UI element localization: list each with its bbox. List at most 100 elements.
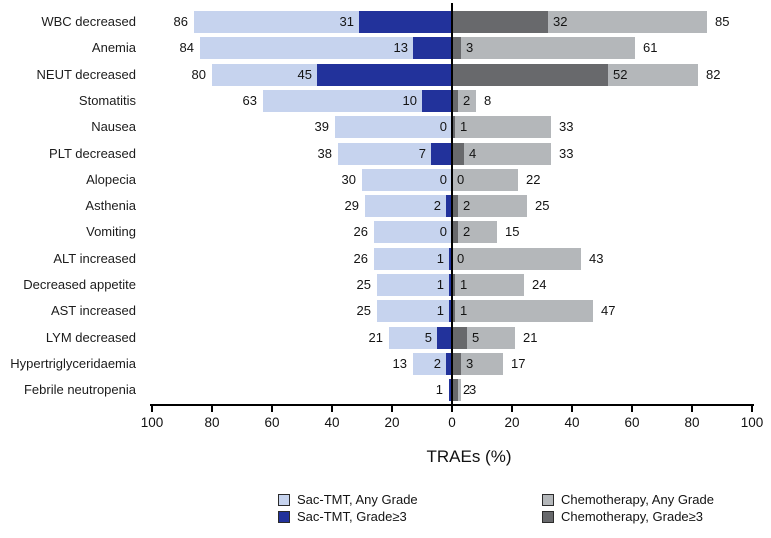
value-label-sac-g3: 0 [439, 119, 447, 135]
bar-sac-tmt-any-grade [374, 247, 452, 270]
value-label-sac-g3: 10 [402, 92, 417, 108]
category-label: AST increased [50, 303, 136, 319]
bar-chemo-grade3 [452, 195, 458, 218]
category-label: Nausea [91, 119, 136, 135]
axis-tick [511, 404, 513, 412]
bar-sac-tmt-grade3 [446, 352, 452, 375]
value-label-sac-any: 39 [314, 119, 329, 135]
legend-label: Sac-TMT, Any Grade [297, 492, 418, 507]
value-label-chemo-g3: 32 [553, 14, 568, 29]
chart-row: Anemia 84 13 3 61 [0, 37, 771, 60]
bar-sac-tmt-any-grade [365, 195, 452, 218]
value-label-chemo-any: 47 [601, 303, 616, 319]
chart-row: Decreased appetite 25 1 1 24 [0, 274, 771, 296]
legend-label: Chemotherapy, Any Grade [561, 492, 714, 507]
value-label-chemo-any: 25 [535, 198, 550, 214]
axis-tick [331, 404, 333, 412]
axis-tick [391, 404, 393, 412]
bar-sac-tmt-grade3 [413, 37, 452, 60]
value-label-chemo-g3: 2 [463, 198, 471, 214]
legend-swatch-chemotherapy-any-grade [542, 494, 554, 506]
category-label: WBC decreased [41, 14, 136, 29]
value-label-chemo-g3: 2 [463, 92, 471, 108]
bar-sac-tmt-grade3 [449, 247, 452, 270]
chart-row: Febrile neutropenia 1 2 3 [0, 379, 771, 402]
value-label-chemo-any: 21 [523, 329, 538, 345]
value-label-chemo-g3: 52 [613, 66, 628, 82]
axis-tick [691, 404, 693, 412]
value-label-chemo-any: 22 [526, 171, 541, 187]
bar-chemo-any-grade [452, 142, 551, 165]
legend-swatch-chemotherapy-grade-3 [542, 511, 554, 523]
value-label-sac-g3: 31 [339, 14, 354, 29]
bar-chemo-any-grade [452, 326, 515, 349]
value-label-sac-any: 13 [392, 355, 407, 371]
bar-chemo-grade3 [452, 300, 455, 323]
value-label-sac-any: 86 [173, 14, 188, 29]
bar-chemo-any-grade [452, 300, 593, 323]
bar-sac-tmt-any-grade [263, 89, 452, 112]
value-label-chemo-any: 82 [706, 66, 721, 82]
bar-sac-tmt-grade3 [317, 63, 452, 86]
bar-sac-tmt-grade3 [446, 195, 452, 218]
value-label-sac-g3: 1 [436, 277, 444, 292]
bar-chemo-grade3 [452, 274, 455, 296]
bar-sac-tmt-grade3 [422, 89, 452, 112]
bar-sac-tmt-grade3 [359, 11, 452, 33]
value-label-chemo-any: 8 [484, 92, 492, 108]
bar-chemo-any-grade [452, 89, 476, 112]
axis-tick [631, 404, 633, 412]
bar-chemo-grade3 [452, 221, 458, 244]
value-label-chemo-g3: 3 [466, 355, 474, 371]
value-label-sac-any: 25 [356, 303, 371, 319]
value-label-sac-g3: 0 [439, 224, 447, 240]
value-label-chemo-g3: 0 [457, 171, 465, 187]
axis-tick-label: 100 [140, 415, 164, 430]
value-label-chemo-g3: 2 [463, 382, 471, 398]
chart-row: Stomatitis 63 10 2 8 [0, 89, 771, 112]
bar-chemo-any-grade [452, 221, 497, 244]
bar-sac-tmt-any-grade [200, 37, 452, 60]
chart-row: WBC decreased 86 31 32 85 [0, 11, 771, 33]
value-label-sac-any: 29 [344, 198, 359, 214]
axis-tick-label: 100 [740, 415, 764, 430]
bar-sac-tmt-grade3 [437, 326, 452, 349]
chart-row: Asthenia 29 2 2 25 [0, 195, 771, 218]
axis-tick [271, 404, 273, 412]
category-label: Decreased appetite [23, 277, 136, 292]
bar-chemo-grade3 [452, 326, 467, 349]
legend-swatch-sac-tmt-grade-3 [278, 511, 290, 523]
category-label: Alopecia [86, 171, 136, 187]
value-label-chemo-any: 17 [511, 355, 526, 371]
axis-tick-label: 40 [324, 415, 340, 430]
bar-sac-tmt-grade3 [449, 379, 452, 402]
bar-chemo-any-grade [452, 116, 551, 139]
axis-tick-label: 80 [684, 415, 700, 430]
value-label-chemo-g3: 5 [472, 329, 480, 345]
bar-chemo-grade3 [452, 37, 461, 60]
value-label-chemo-g3: 3 [466, 40, 474, 56]
axis-tick [451, 404, 453, 412]
value-label-sac-g3: 2 [433, 355, 441, 371]
bar-chemo-any-grade [452, 195, 527, 218]
value-label-chemo-g3: 1 [460, 277, 468, 292]
value-label-sac-any: 30 [341, 171, 356, 187]
value-label-chemo-any: 3 [469, 382, 477, 398]
axis-tick [571, 404, 573, 412]
value-label-chemo-any: 24 [532, 277, 547, 292]
bar-sac-tmt-any-grade [338, 142, 452, 165]
category-label: PLT decreased [49, 145, 136, 161]
value-label-sac-any: 21 [368, 329, 383, 345]
value-label-chemo-g3: 1 [460, 303, 468, 319]
axis-tick-label: 20 [384, 415, 400, 430]
value-label-sac-any: 1 [435, 382, 443, 398]
value-label-chemo-any: 85 [715, 14, 730, 29]
bar-sac-tmt-any-grade [389, 326, 452, 349]
chart-row: Hypertriglyceridaemia 13 2 3 17 [0, 352, 771, 375]
bar-chemo-grade3 [452, 116, 455, 139]
chart-row: NEUT decreased 80 45 52 82 [0, 63, 771, 86]
category-label: LYM decreased [45, 329, 136, 345]
bar-sac-tmt-any-grade [413, 352, 452, 375]
legend-label: Chemotherapy, Grade≥3 [561, 509, 704, 524]
category-label: Vomiting [86, 224, 136, 240]
